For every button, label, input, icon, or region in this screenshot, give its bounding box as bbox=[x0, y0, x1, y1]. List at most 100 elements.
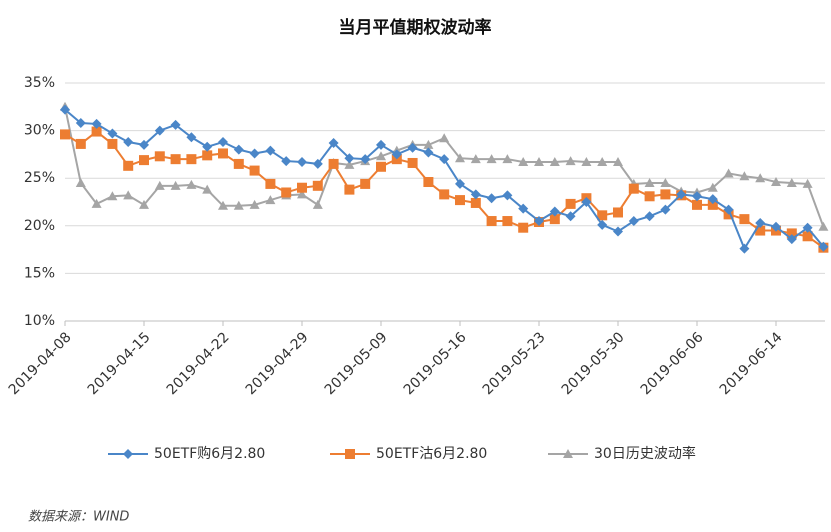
point bbox=[281, 156, 292, 167]
point bbox=[265, 195, 276, 205]
point bbox=[597, 219, 608, 230]
legend-label: 50ETF购6月2.80 bbox=[154, 446, 265, 462]
point bbox=[170, 180, 181, 190]
point bbox=[107, 191, 118, 201]
point bbox=[376, 151, 386, 161]
point bbox=[486, 193, 497, 204]
y-tick-label: 10% bbox=[24, 313, 55, 329]
point bbox=[549, 206, 560, 217]
point bbox=[563, 449, 573, 458]
point bbox=[518, 222, 529, 233]
point bbox=[739, 243, 750, 254]
point bbox=[312, 180, 323, 191]
point bbox=[692, 199, 702, 210]
point bbox=[391, 149, 402, 160]
point bbox=[91, 198, 102, 208]
point bbox=[597, 210, 608, 221]
point bbox=[154, 180, 165, 190]
point bbox=[707, 182, 718, 192]
point bbox=[312, 158, 323, 169]
point bbox=[486, 154, 497, 164]
point bbox=[75, 177, 86, 187]
point bbox=[470, 189, 481, 200]
point bbox=[802, 231, 813, 242]
point bbox=[202, 184, 213, 194]
point bbox=[249, 148, 260, 159]
point bbox=[186, 132, 197, 143]
point bbox=[439, 189, 450, 200]
x-tick-label: 2019-04-15 bbox=[85, 329, 154, 398]
point bbox=[771, 177, 781, 187]
point bbox=[249, 165, 260, 176]
legend-label: 30日历史波动率 bbox=[594, 445, 696, 462]
point bbox=[376, 161, 386, 172]
point bbox=[202, 150, 213, 161]
point bbox=[755, 225, 766, 236]
point bbox=[60, 104, 70, 115]
point bbox=[265, 145, 276, 156]
point bbox=[470, 197, 481, 208]
point bbox=[186, 179, 197, 189]
point bbox=[139, 155, 149, 166]
point bbox=[660, 177, 671, 187]
source-note: 数据来源：WIND bbox=[28, 510, 129, 525]
point bbox=[771, 221, 781, 232]
point bbox=[455, 195, 465, 206]
point bbox=[297, 189, 307, 199]
point bbox=[218, 200, 228, 210]
x-tick-label: 2019-04-22 bbox=[164, 329, 233, 398]
point bbox=[439, 154, 450, 165]
point bbox=[660, 204, 671, 215]
point bbox=[581, 157, 592, 167]
point bbox=[723, 204, 734, 215]
point bbox=[360, 178, 371, 189]
point bbox=[376, 139, 386, 150]
point bbox=[755, 173, 766, 183]
point bbox=[423, 139, 434, 149]
point bbox=[233, 200, 244, 210]
point bbox=[534, 157, 544, 167]
point bbox=[660, 189, 671, 200]
chart-title: 当月平值期权波动率 bbox=[339, 17, 492, 38]
point bbox=[107, 138, 118, 149]
point bbox=[123, 137, 134, 148]
point bbox=[644, 177, 655, 187]
point bbox=[297, 157, 307, 168]
point bbox=[75, 138, 86, 149]
point bbox=[139, 199, 149, 209]
point bbox=[613, 226, 623, 237]
legend-label: 50ETF沽6月2.80 bbox=[376, 446, 487, 462]
y-tick-label: 35% bbox=[24, 75, 55, 91]
y-tick-label: 30% bbox=[24, 123, 55, 139]
point bbox=[565, 156, 576, 166]
point bbox=[755, 217, 766, 228]
point bbox=[107, 128, 118, 139]
point bbox=[644, 191, 655, 202]
point bbox=[502, 154, 513, 164]
x-tick-label: 2019-06-14 bbox=[717, 329, 786, 398]
point bbox=[202, 141, 213, 152]
point bbox=[455, 178, 465, 189]
point bbox=[628, 183, 639, 194]
point bbox=[628, 216, 639, 227]
x-tick-label: 2019-06-06 bbox=[638, 329, 707, 398]
point bbox=[344, 159, 355, 169]
point bbox=[407, 157, 418, 168]
point bbox=[186, 154, 197, 165]
point bbox=[344, 153, 355, 164]
x-tick-label: 2019-05-23 bbox=[480, 329, 549, 398]
point bbox=[676, 189, 687, 200]
point bbox=[91, 118, 102, 129]
point bbox=[692, 191, 702, 202]
x-tick-label: 2019-04-08 bbox=[6, 329, 75, 398]
point bbox=[233, 158, 244, 169]
point bbox=[518, 157, 529, 167]
point bbox=[297, 182, 307, 193]
y-tick-label: 15% bbox=[24, 265, 55, 281]
point bbox=[328, 158, 339, 169]
point bbox=[218, 137, 228, 148]
point bbox=[439, 133, 450, 143]
point bbox=[233, 144, 244, 155]
point bbox=[123, 449, 133, 459]
point bbox=[154, 125, 165, 136]
